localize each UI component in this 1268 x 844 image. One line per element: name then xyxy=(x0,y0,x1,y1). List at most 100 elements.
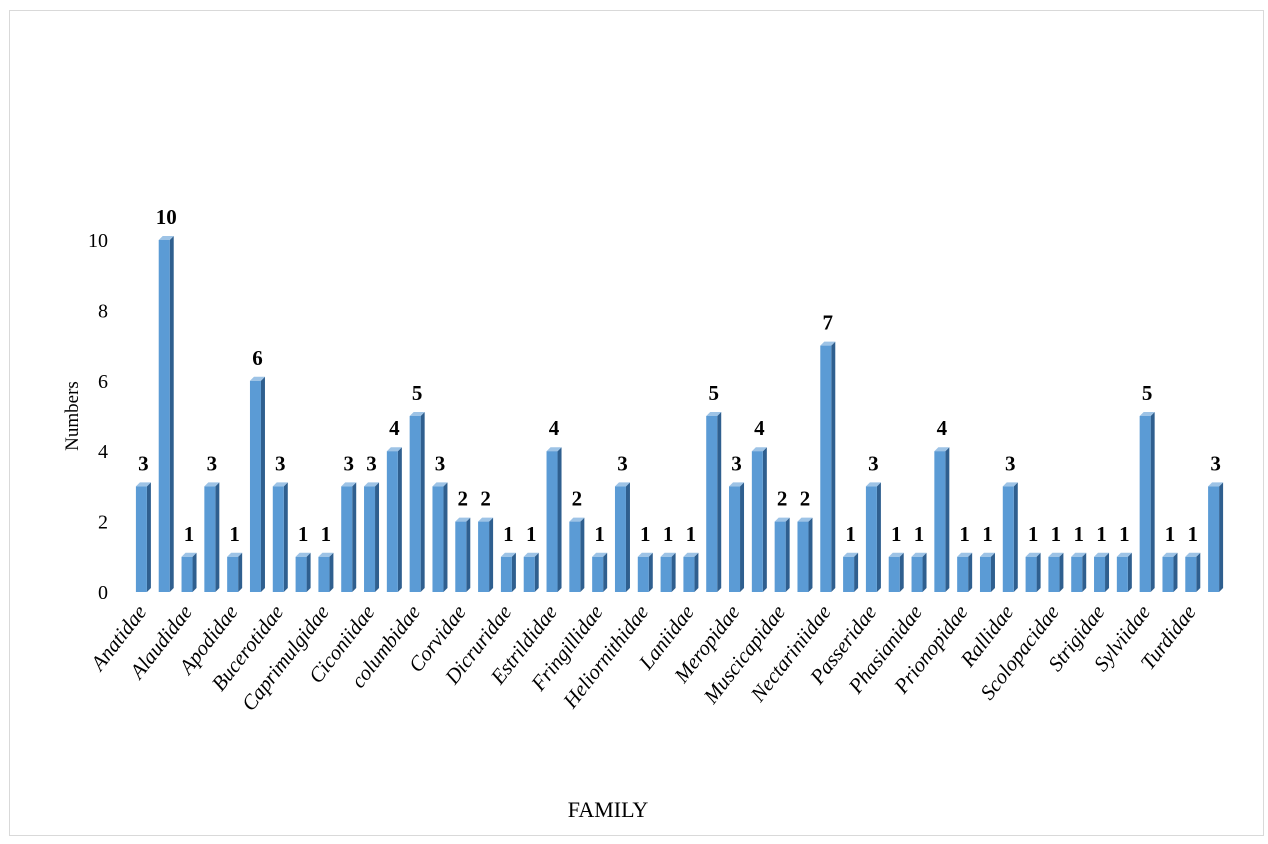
bar xyxy=(1094,552,1110,592)
bar xyxy=(1208,482,1224,592)
bar-top xyxy=(500,552,516,557)
bar-front xyxy=(204,486,216,592)
bar-top xyxy=(751,447,767,452)
bar-front xyxy=(911,556,923,592)
bar-front xyxy=(865,486,877,592)
bar-front xyxy=(272,486,284,592)
bar-top xyxy=(1139,412,1155,416)
bar xyxy=(455,517,471,592)
bar-top xyxy=(386,447,402,452)
bar-top xyxy=(181,552,197,557)
bar-front xyxy=(181,556,193,592)
bar-side xyxy=(990,552,995,592)
bar-top xyxy=(364,482,380,487)
bar-side xyxy=(1196,552,1201,592)
bars xyxy=(135,236,1224,592)
bar xyxy=(888,552,904,592)
bar-side xyxy=(1173,552,1178,592)
bar-top xyxy=(683,552,699,557)
bar-side xyxy=(854,552,859,592)
bar-side xyxy=(808,517,813,592)
bar-top xyxy=(569,517,585,522)
bar-top xyxy=(1048,552,1064,557)
y-tick-label: 2 xyxy=(98,512,108,534)
bar-top xyxy=(592,552,608,557)
bar xyxy=(751,447,767,592)
x-axis-tick-labels: AnatidaeAlaudidaeApodidaeBucerotidaeCapr… xyxy=(85,600,1201,715)
bar-value-label: 3 xyxy=(868,451,879,475)
bar-front xyxy=(455,521,467,592)
bar-value-label: 1 xyxy=(184,522,195,546)
bar-value-label: 5 xyxy=(1142,381,1153,405)
bar-top xyxy=(1208,482,1224,487)
bar-top xyxy=(135,482,151,487)
bar-value-label: 1 xyxy=(891,522,902,546)
bar-value-label: 1 xyxy=(982,522,993,546)
bar-side xyxy=(1150,412,1155,592)
bar-top xyxy=(888,552,904,557)
bar-value-label: 4 xyxy=(937,416,948,440)
bar-front xyxy=(432,486,444,592)
bar-side xyxy=(968,552,973,592)
bar xyxy=(364,482,380,592)
bar-front xyxy=(1139,416,1151,592)
bar xyxy=(478,517,494,592)
bar-front xyxy=(957,556,969,592)
bar-top xyxy=(865,482,881,487)
bar-side xyxy=(352,482,357,592)
bar-value-label: 1 xyxy=(321,522,332,546)
bar-front xyxy=(318,556,330,592)
bar-side xyxy=(443,482,448,592)
y-axis-ticks: 0 2 4 6 8 10 xyxy=(88,230,108,604)
bar-value-label: 1 xyxy=(663,522,674,546)
y-tick-label: 8 xyxy=(98,300,108,322)
bar-value-label: 3 xyxy=(1210,451,1221,475)
bar-top xyxy=(820,341,836,346)
bar-value-label: 10 xyxy=(156,205,177,229)
bar-top xyxy=(729,482,745,487)
bar-front xyxy=(135,486,147,592)
bar-top xyxy=(843,552,859,557)
bar-top xyxy=(1025,552,1041,557)
bar-side xyxy=(671,552,676,592)
bar-value-label: 1 xyxy=(594,522,605,546)
bar xyxy=(204,482,220,592)
bar-top xyxy=(478,517,494,522)
bar-side xyxy=(762,447,767,592)
bar-front xyxy=(1048,556,1060,592)
bar xyxy=(706,412,722,592)
bar xyxy=(1025,552,1041,592)
bar-front xyxy=(409,416,421,592)
bar xyxy=(227,552,243,592)
bar xyxy=(546,447,562,592)
bar-front xyxy=(637,556,649,592)
bar-side xyxy=(557,447,562,592)
bar-side xyxy=(329,552,334,592)
y-tick-label: 10 xyxy=(88,230,108,252)
bar-side xyxy=(215,482,220,592)
bar xyxy=(934,447,950,592)
bar-front xyxy=(1025,556,1037,592)
bar-value-label: 1 xyxy=(640,522,651,546)
bar xyxy=(432,482,448,592)
bar-side xyxy=(169,236,174,592)
bar-top xyxy=(409,412,425,416)
bar-front xyxy=(158,240,170,592)
bar xyxy=(318,552,334,592)
bar-top xyxy=(523,552,539,557)
bar xyxy=(774,517,790,592)
bar-side xyxy=(283,482,288,592)
bar-top xyxy=(797,517,813,522)
y-tick-label: 0 xyxy=(98,582,108,604)
bar-side xyxy=(1127,552,1132,592)
bar-front xyxy=(1208,486,1220,592)
y-tick-label: 4 xyxy=(98,441,108,463)
bar-side xyxy=(717,412,722,592)
bar-value-label: 3 xyxy=(435,451,446,475)
bar-top xyxy=(249,376,265,381)
bar-side xyxy=(534,552,539,592)
bar-value-label: 1 xyxy=(1188,522,1199,546)
bar-top xyxy=(295,552,311,557)
bar xyxy=(637,552,653,592)
bar-side xyxy=(1219,482,1224,592)
